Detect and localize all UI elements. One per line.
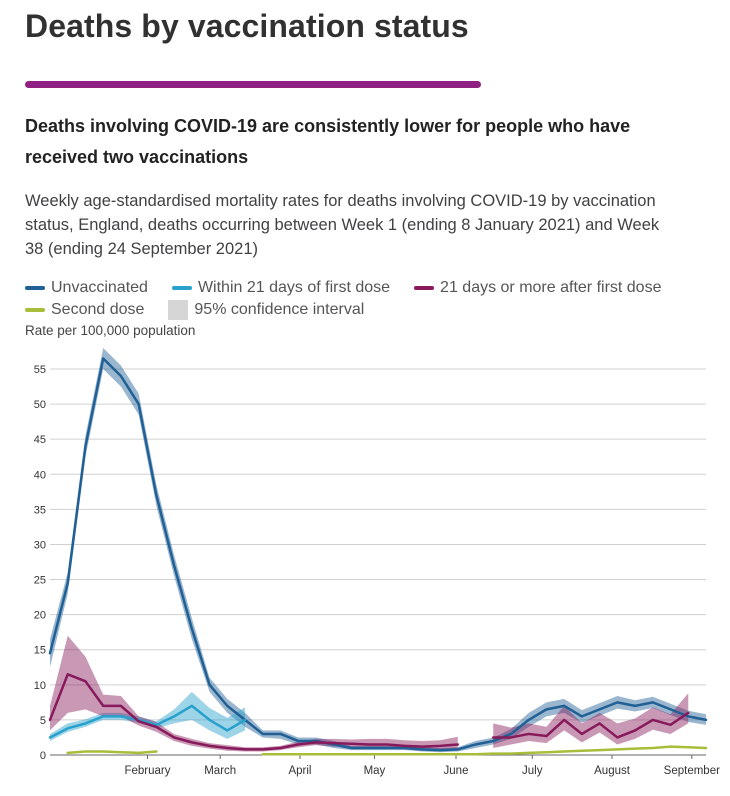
legend-label: Second dose bbox=[51, 301, 145, 318]
x-tick-label: February bbox=[124, 765, 170, 777]
legend-item-confidence-interval: 95% confidence interval bbox=[168, 300, 364, 320]
y-tick-label: 50 bbox=[34, 399, 46, 411]
series-line bbox=[48, 704, 247, 739]
confidence-band bbox=[50, 347, 706, 753]
series-line bbox=[491, 711, 690, 739]
y-tick-label: 45 bbox=[34, 434, 46, 446]
x-tick-label: July bbox=[522, 765, 543, 777]
confidence-band bbox=[50, 691, 246, 741]
legend-label: 95% confidence interval bbox=[194, 301, 365, 318]
y-tick-label: 35 bbox=[34, 504, 46, 516]
title-underline bbox=[25, 81, 481, 88]
x-tick-label: April bbox=[288, 765, 311, 777]
y-tick-label: 15 bbox=[34, 645, 46, 657]
y-tick-label: 25 bbox=[34, 575, 46, 587]
x-tick-label: May bbox=[364, 765, 386, 777]
x-tick-label: March bbox=[204, 765, 236, 777]
legend-swatch bbox=[414, 286, 435, 290]
y-axis-label: Rate per 100,000 population bbox=[25, 323, 196, 338]
line-chart: 0 5 10 15 20 25 30 35 40 45 50 55 February March April… bbox=[34, 347, 720, 777]
chart-subtitle: Weekly age-standardised mortality rates … bbox=[25, 192, 660, 258]
x-tick-label: August bbox=[594, 765, 631, 777]
legend-swatch bbox=[168, 300, 189, 320]
chart-legend: Unvaccinated Within 21 days of first dos… bbox=[25, 277, 725, 321]
series-line bbox=[66, 750, 158, 755]
legend-swatch bbox=[171, 286, 192, 290]
x-tick-label: June bbox=[444, 765, 469, 777]
legend-swatch bbox=[25, 308, 45, 312]
legend-item-21-days-or-more: 21 days or more after first dose bbox=[414, 279, 661, 297]
legend-item-unvaccinated: Unvaccinated bbox=[25, 279, 148, 297]
y-tick-label: 40 bbox=[34, 469, 46, 481]
legend-label: Unvaccinated bbox=[51, 279, 148, 296]
legend-item-within-21-days: Within 21 days of first dose bbox=[171, 279, 391, 297]
confidence-band bbox=[50, 635, 458, 752]
legend-label: 21 days or more after first dose bbox=[440, 279, 662, 296]
legend-item-second-dose: Second dose bbox=[25, 301, 144, 319]
chart-headline: Deaths involving COVID-19 are consistent… bbox=[25, 116, 631, 167]
y-tick-label: 30 bbox=[34, 539, 46, 551]
x-tick-label: September bbox=[664, 765, 720, 777]
series-line bbox=[48, 357, 708, 752]
series-line bbox=[261, 745, 708, 756]
y-tick-label: 0 bbox=[40, 750, 46, 762]
y-tick-label: 5 bbox=[40, 715, 46, 727]
legend-label: Within 21 days of first dose bbox=[197, 279, 391, 296]
legend-swatch bbox=[25, 286, 45, 290]
page-title: Deaths by vaccination status bbox=[25, 8, 469, 44]
y-tick-label: 55 bbox=[34, 364, 46, 376]
series-line bbox=[48, 673, 460, 751]
y-tick-label: 20 bbox=[34, 610, 46, 622]
y-tick-label: 10 bbox=[34, 680, 46, 692]
